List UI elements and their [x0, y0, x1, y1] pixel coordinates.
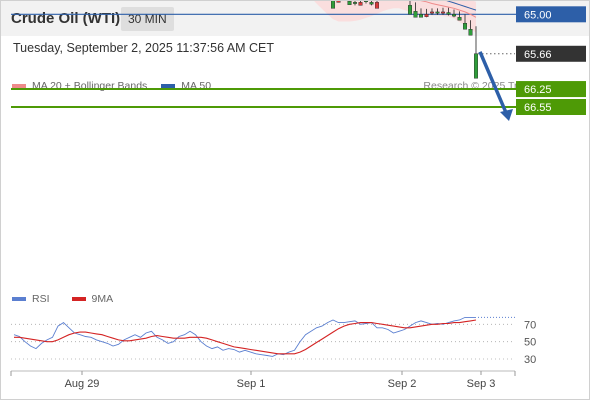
- candle-body: [364, 0, 369, 2]
- ma50-swatch: [161, 84, 176, 88]
- candle-body: [457, 17, 462, 21]
- resistance-tag: [516, 99, 586, 115]
- forecast-arrow-shaft: [478, 51, 509, 116]
- rsi-level-label: 30: [524, 354, 536, 366]
- bollinger-band: [313, 0, 476, 33]
- pivot-tag: [516, 6, 586, 23]
- resistance-label: 66.25: [524, 84, 552, 96]
- rsi-legend: RSI 9MA: [12, 293, 113, 305]
- rsi-level-label: 50: [524, 337, 536, 349]
- chart-header: Crude Oil (WTI) 30 MIN: [0, 0, 590, 36]
- timeframe-button[interactable]: 30 MIN: [121, 7, 174, 31]
- candle-body: [424, 14, 429, 17]
- candle-body: [463, 23, 468, 30]
- ma9-legend-label: 9MA: [91, 293, 114, 305]
- rsi-ma9-line: [14, 319, 477, 355]
- candle-body: [435, 11, 440, 14]
- candle-body: [474, 53, 479, 79]
- price-level-66-25: 66.25: [11, 81, 586, 98]
- candle-body: [413, 11, 418, 18]
- current-price-tag: [516, 45, 586, 62]
- rsi-legend-label: RSI: [32, 293, 50, 305]
- x-tick-label: Sep 3: [467, 378, 496, 390]
- candle-body: [375, 2, 380, 9]
- candle-body: [408, 5, 413, 15]
- rsi-level-label: 70: [524, 319, 536, 331]
- chart-datetime: Tuesday, September 2, 2025 11:37:56 AM C…: [13, 41, 275, 55]
- candle-body: [353, 2, 358, 4]
- candles: [331, 0, 479, 79]
- candle-body: [468, 29, 473, 36]
- candle-body: [430, 11, 435, 14]
- ma20-swatch: [12, 84, 26, 88]
- rsi-line: [13, 316, 476, 357]
- pivot-label: 65.00: [524, 9, 552, 21]
- resistance-tag: [516, 81, 586, 98]
- price-level-66-55: 66.55: [11, 99, 586, 115]
- candle-body: [452, 14, 457, 17]
- candle-body: [336, 0, 341, 3]
- x-tick-label: Sep 1: [237, 378, 266, 390]
- candle-body: [446, 12, 451, 15]
- candle-body: [358, 2, 363, 6]
- price-level-65-00: 65.00: [11, 6, 586, 23]
- price-level-65-66: 65.66: [478, 45, 586, 62]
- candle-body: [369, 2, 374, 5]
- x-tick-label: Aug 29: [65, 378, 100, 390]
- x-tick-label: Sep 2: [388, 378, 417, 390]
- candle-body: [347, 0, 352, 5]
- candle-body: [419, 14, 424, 18]
- candle-body: [441, 11, 446, 14]
- forecast-arrow-head: [500, 109, 513, 121]
- current-price-label: 65.66: [524, 49, 552, 61]
- resistance-label: 66.55: [524, 102, 552, 114]
- rsi-swatch: [12, 297, 26, 301]
- candle-body: [331, 0, 336, 9]
- ma9-swatch: [71, 297, 86, 301]
